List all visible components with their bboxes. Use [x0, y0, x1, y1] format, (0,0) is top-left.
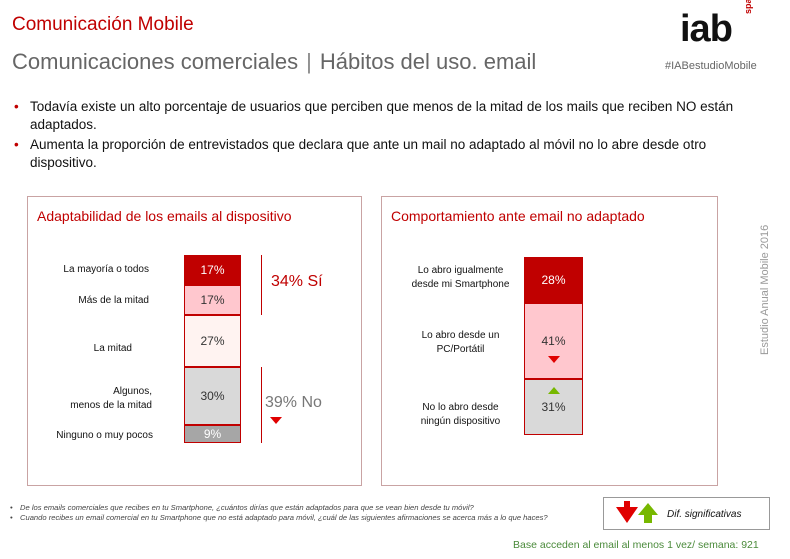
significance-legend: Dif. significativas — [603, 497, 770, 530]
bar-segment: 17% — [184, 255, 241, 285]
category-label: PC/Portátil — [436, 344, 485, 355]
legend-label: Dif. significativas — [667, 509, 742, 520]
bullet-item: Aumenta la proporción de entrevistados q… — [12, 136, 772, 172]
footnote: Cuando recibes un email comercial en tu … — [8, 513, 578, 523]
category-label: desde mi Smartphone — [411, 279, 510, 290]
chart-title: Comportamiento ante email no adaptado — [391, 208, 645, 224]
chart-title: Adaptabilidad de los emails al dispositi… — [37, 208, 292, 224]
footnotes: De los emails comerciales que recibes en… — [8, 503, 578, 523]
bar-segment: 28% — [524, 257, 583, 303]
bar-segment: 17% — [184, 285, 241, 315]
page-title: Comunicaciones comerciales | Hábitos del u… — [12, 49, 536, 75]
title-main: Comunicaciones comerciales — [12, 49, 299, 74]
chart-panel-behaviour: Comportamiento ante email no adaptado 28… — [381, 196, 718, 486]
up-arrow-icon — [548, 387, 560, 394]
category-label: La mayoría o todos — [63, 264, 149, 275]
bar-segment: 30% — [184, 367, 241, 425]
down-arrow-icon — [548, 356, 560, 363]
category-label: No lo abro desde — [422, 402, 499, 413]
bar-segment: 9% — [184, 425, 241, 443]
iab-logo: iab spain — [680, 0, 760, 54]
category-label: Lo abro igualmente — [417, 265, 504, 276]
bar-segment: 27% — [184, 315, 241, 367]
si-bracket — [261, 255, 262, 315]
legend-arrows — [616, 501, 658, 523]
bullet-item: Todavía existe un alto porcentaje de usu… — [12, 98, 772, 134]
category-label: Más de la mitad — [78, 295, 149, 306]
category-label: La mitad — [93, 343, 132, 354]
logo-text: iab — [680, 8, 733, 50]
logo-spain: spain — [743, 0, 753, 14]
category-label: menos de la mitad — [70, 400, 152, 411]
category-label: Ninguno o muy pocos — [56, 430, 153, 441]
bar-segment: 41% — [524, 303, 583, 379]
footnote: De los emails comerciales que recibes en… — [8, 503, 578, 513]
down-arrow-icon — [270, 417, 282, 424]
bullet-list: Todavía existe un alto porcentaje de usu… — [12, 98, 772, 174]
category-label: Lo abro desde un — [421, 330, 500, 341]
side-caption: Estudio Anual Mobile 2016 — [759, 224, 771, 355]
base-note: Base acceden al email al menos 1 vez/ se… — [513, 539, 759, 551]
hashtag: #IABestudioMobile — [665, 60, 757, 72]
category-label: Algunos, — [113, 386, 152, 397]
summary-si: 34% Sí — [271, 273, 323, 290]
title-sub: Hábitos del uso. email — [319, 49, 537, 74]
category-label: ningún dispositivo — [420, 416, 501, 427]
chart-panel-adaptability: Adaptabilidad de los emails al dispositi… — [27, 196, 362, 486]
down-arrow-icon — [616, 501, 638, 523]
summary-no: 39% No — [265, 394, 322, 411]
title-separator: | — [306, 49, 312, 74]
up-arrow-icon — [638, 503, 658, 523]
header-kicker: Comunicación Mobile — [12, 14, 194, 35]
no-bracket — [261, 367, 262, 443]
